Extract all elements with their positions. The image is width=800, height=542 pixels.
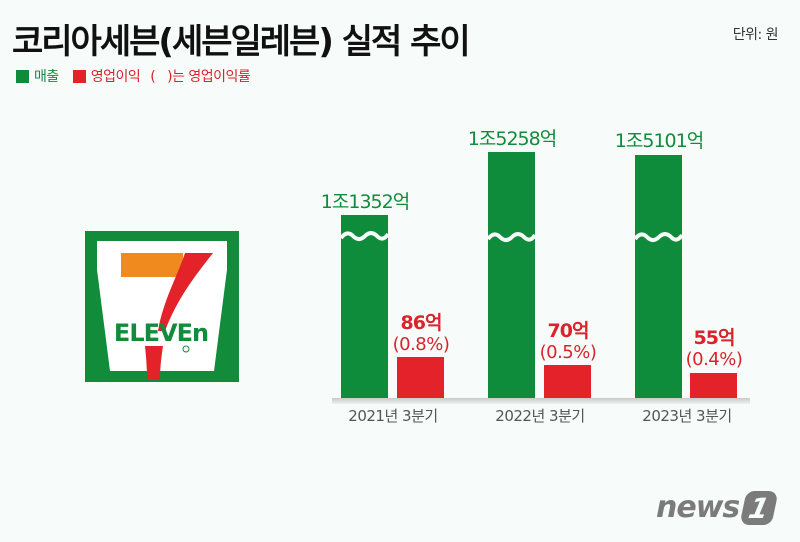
profit-bar-2022 xyxy=(544,365,591,398)
legend-note: ( )는 영업이익률 xyxy=(150,69,251,85)
profit-label-2022: 70억 (0.5%) xyxy=(523,320,613,364)
sales-value-label-2021: 1조1352억 xyxy=(320,191,410,213)
sales-value-label-2022: 1조5258억 xyxy=(467,128,557,150)
axis-break-icon xyxy=(635,232,682,242)
margin-value-2023: (0.4%) xyxy=(685,349,743,370)
sales-bar-2022 xyxy=(488,152,535,398)
profit-bar-2021 xyxy=(397,357,444,398)
profit-label-2023: 55억 (0.4%) xyxy=(669,327,759,371)
legend-swatch-green xyxy=(16,69,29,83)
legend-item-op-profit: 영업이익 ( )는 영업이익률 xyxy=(72,66,251,86)
profit-value-2023: 55억 xyxy=(693,327,736,349)
profit-value-2021: 86억 xyxy=(400,312,443,334)
legend-swatch-red xyxy=(72,69,86,83)
sales-bar-2023 xyxy=(635,155,682,398)
sales-value-label-2023: 1조5101억 xyxy=(614,130,704,152)
sales-bar-2021 xyxy=(341,215,388,398)
profit-bar-2023 xyxy=(690,373,737,398)
unit-label: 단위: 원 xyxy=(732,27,779,43)
chart-title: 코리아세븐(세븐일레븐) 실적 추이 xyxy=(12,22,471,62)
legend: 매출 영업이익 ( )는 영업이익률 xyxy=(16,66,264,86)
news1-watermark: news 1 xyxy=(656,490,779,525)
profit-label-2021: 86억 (0.8%) xyxy=(376,312,466,356)
x-label-2023: 2023년 3분기 xyxy=(642,407,732,425)
chart-baseline xyxy=(332,398,750,404)
seven-eleven-logo: ELEVEn xyxy=(85,231,239,382)
axis-break-icon xyxy=(488,232,535,242)
profit-value-2022: 70억 xyxy=(547,320,590,342)
margin-value-2021: (0.8%) xyxy=(392,334,450,355)
legend-item-sales: 매출 xyxy=(16,66,59,86)
svg-text:ELEVEn: ELEVEn xyxy=(114,319,208,347)
legend-label-sales: 매출 xyxy=(34,69,59,85)
seven-eleven-icon: ELEVEn xyxy=(114,253,213,379)
news1-badge-icon: 1 xyxy=(739,490,779,525)
axis-break-icon xyxy=(341,231,388,241)
margin-value-2022: (0.5%) xyxy=(539,342,597,363)
x-label-2022: 2022년 3분기 xyxy=(495,407,585,425)
x-label-2021: 2021년 3분기 xyxy=(348,407,438,425)
news1-wordmark: news xyxy=(656,490,740,525)
legend-label-op-profit: 영업이익 xyxy=(90,69,141,85)
